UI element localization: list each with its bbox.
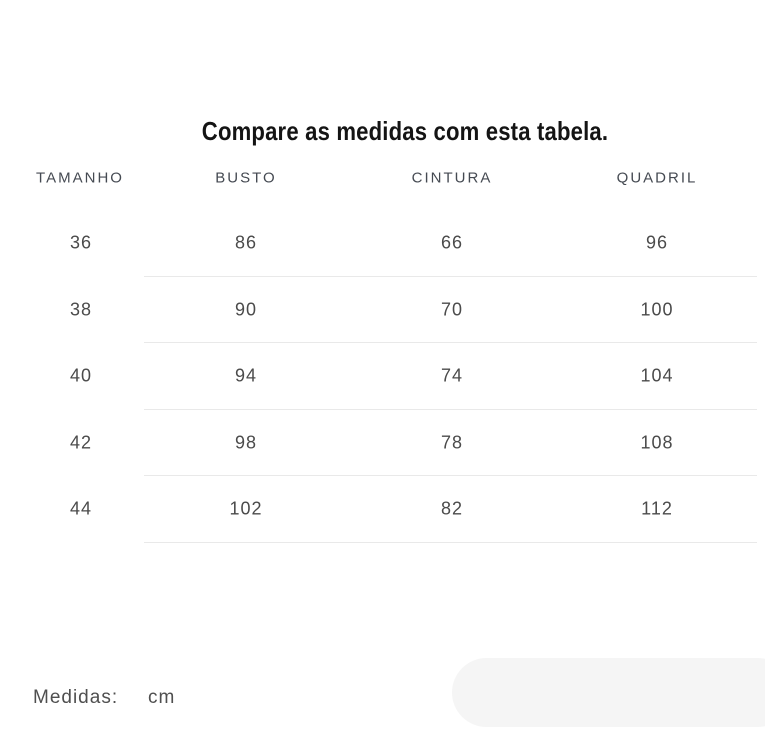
- cell-quadril: 108: [640, 432, 674, 453]
- table-row: 36 86 66 96: [0, 210, 765, 277]
- cell-cintura: 70: [440, 299, 464, 320]
- row-divider: [144, 275, 757, 277]
- cell-quadril: 104: [640, 365, 674, 386]
- table-header-row: TAMANHO BUSTO CINTURA QUADRIL: [0, 156, 765, 200]
- cell-busto: 86: [234, 232, 258, 253]
- cell-cintura: 74: [440, 365, 464, 386]
- cell-tamanho: 42: [69, 432, 93, 453]
- column-header-cintura: CINTURA: [411, 169, 493, 187]
- cell-tamanho: 36: [69, 232, 93, 253]
- cell-quadril: 100: [640, 299, 674, 320]
- column-header-tamanho: TAMANHO: [36, 169, 124, 187]
- row-divider: [144, 541, 757, 543]
- size-table: 36 86 66 96 38 90 70 100 40 94 74 104 42…: [0, 210, 765, 543]
- cell-cintura: 78: [440, 432, 464, 453]
- measure-unit: cm: [148, 687, 176, 708]
- cell-quadril: 96: [645, 232, 669, 253]
- decorative-pill: [452, 658, 765, 727]
- measurement-unit-row: Medidas: cm: [0, 684, 765, 712]
- table-row: 38 90 70 100: [0, 277, 765, 343]
- cell-busto: 102: [229, 498, 263, 519]
- table-row: 42 98 78 108: [0, 410, 765, 476]
- cell-quadril: 112: [641, 498, 673, 519]
- cell-cintura: 66: [440, 232, 464, 253]
- cell-busto: 90: [234, 299, 258, 320]
- cell-tamanho: 40: [69, 365, 93, 386]
- measure-label: Medidas:: [33, 687, 119, 708]
- cell-busto: 98: [234, 432, 258, 453]
- column-header-busto: BUSTO: [215, 169, 277, 187]
- cell-cintura: 82: [440, 498, 464, 519]
- table-row: 40 94 74 104: [0, 343, 765, 410]
- cell-tamanho: 38: [69, 299, 93, 320]
- page-title: Compare as medidas com esta tabela.: [201, 116, 609, 146]
- cell-busto: 94: [234, 365, 258, 386]
- column-header-quadril: QUADRIL: [616, 169, 698, 187]
- row-divider: [144, 408, 757, 410]
- row-divider: [144, 475, 757, 476]
- cell-tamanho: 44: [69, 498, 93, 519]
- row-divider: [144, 342, 757, 343]
- table-row: 44 102 82 112: [0, 476, 765, 543]
